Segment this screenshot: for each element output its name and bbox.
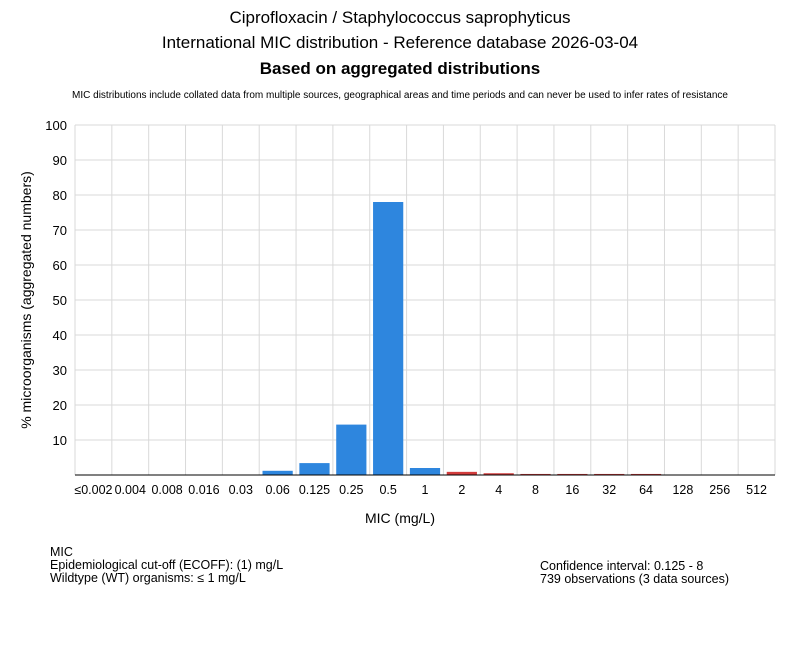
x-tick-label: 0.016 (188, 483, 219, 497)
x-tick-label: 256 (709, 483, 730, 497)
bar-4 (483, 473, 514, 475)
footer-mic-label: MIC (50, 545, 73, 559)
bar-8 (520, 473, 551, 475)
footer-wildtype: Wildtype (WT) organisms: ≤ 1 mg/L (50, 571, 246, 585)
bar-0.5 (373, 202, 404, 475)
footer-left: MIC Epidemiological cut-off (ECOFF): (1)… (50, 546, 283, 585)
axis-labels: 10 20 30 40 50 60 70 80 90 100 ≤0.002 0.004 0.008 0.0… (18, 118, 767, 526)
y-tick-label: 70 (53, 223, 67, 238)
mic-bar-chart: 10 20 30 40 50 60 70 80 90 100 ≤0.002 0.004 0.008 0.0… (18, 118, 776, 526)
x-axis-title: MIC (mg/L) (365, 510, 435, 526)
x-tick-label: 8 (532, 483, 539, 497)
x-tick-label: 0.03 (229, 483, 253, 497)
x-tick-label: 4 (495, 483, 502, 497)
x-tick-label: 1 (422, 483, 429, 497)
bar-64 (630, 473, 662, 475)
footer-right: Confidence interval: 0.125 - 8 739 obser… (540, 560, 729, 586)
y-tick-label: 10 (53, 433, 67, 448)
bar-0.125 (299, 463, 330, 475)
chart-title: Ciprofloxacin / Staphylococcus saprophyt… (229, 8, 571, 27)
y-tick-label: 100 (45, 118, 67, 133)
x-tick-label: 128 (672, 483, 693, 497)
x-tick-label: 16 (565, 483, 579, 497)
chart-basis: Based on aggregated distributions (259, 59, 541, 78)
x-tick-label: 0.004 (115, 483, 146, 497)
x-tick-label: 0.008 (151, 483, 182, 497)
footer-confidence-interval: Confidence interval: 0.125 - 8 (540, 559, 704, 573)
bar-16 (557, 473, 588, 475)
x-tick-label: 32 (602, 483, 616, 497)
bars (262, 202, 662, 475)
chart-subtitle: International MIC distribution - Referen… (161, 33, 639, 52)
y-tick-label: 90 (53, 153, 67, 168)
y-tick-label: 20 (53, 398, 67, 413)
x-tick-label: 2 (458, 483, 465, 497)
bar-0.25 (336, 424, 367, 475)
bar-2 (446, 471, 477, 475)
x-tick-label: 0.5 (379, 483, 396, 497)
disclaimer-note: MIC distributions include collated data … (72, 90, 728, 101)
y-axis-title: % microorganisms (aggregated numbers) (18, 171, 34, 429)
x-tick-label: 64 (639, 483, 653, 497)
y-tick-label: 50 (53, 293, 67, 308)
x-tick-label: 0.125 (299, 483, 330, 497)
x-tick-label: 0.25 (339, 483, 363, 497)
y-tick-label: 30 (53, 363, 67, 378)
y-tick-label: 60 (53, 258, 67, 273)
y-tick-label: 40 (53, 328, 67, 343)
footer-ecoff: Epidemiological cut-off (ECOFF): (1) mg/… (50, 558, 284, 572)
bar-0.06 (262, 470, 293, 475)
bar-32 (594, 473, 625, 475)
footer-observations: 739 observations (3 data sources) (540, 572, 729, 586)
grid-lines (74, 124, 776, 475)
x-tick-label: 512 (746, 483, 767, 497)
x-tick-label: ≤0.002 (74, 483, 112, 497)
bar-1 (409, 468, 441, 475)
y-tick-label: 80 (53, 188, 67, 203)
x-tick-label: 0.06 (265, 483, 289, 497)
